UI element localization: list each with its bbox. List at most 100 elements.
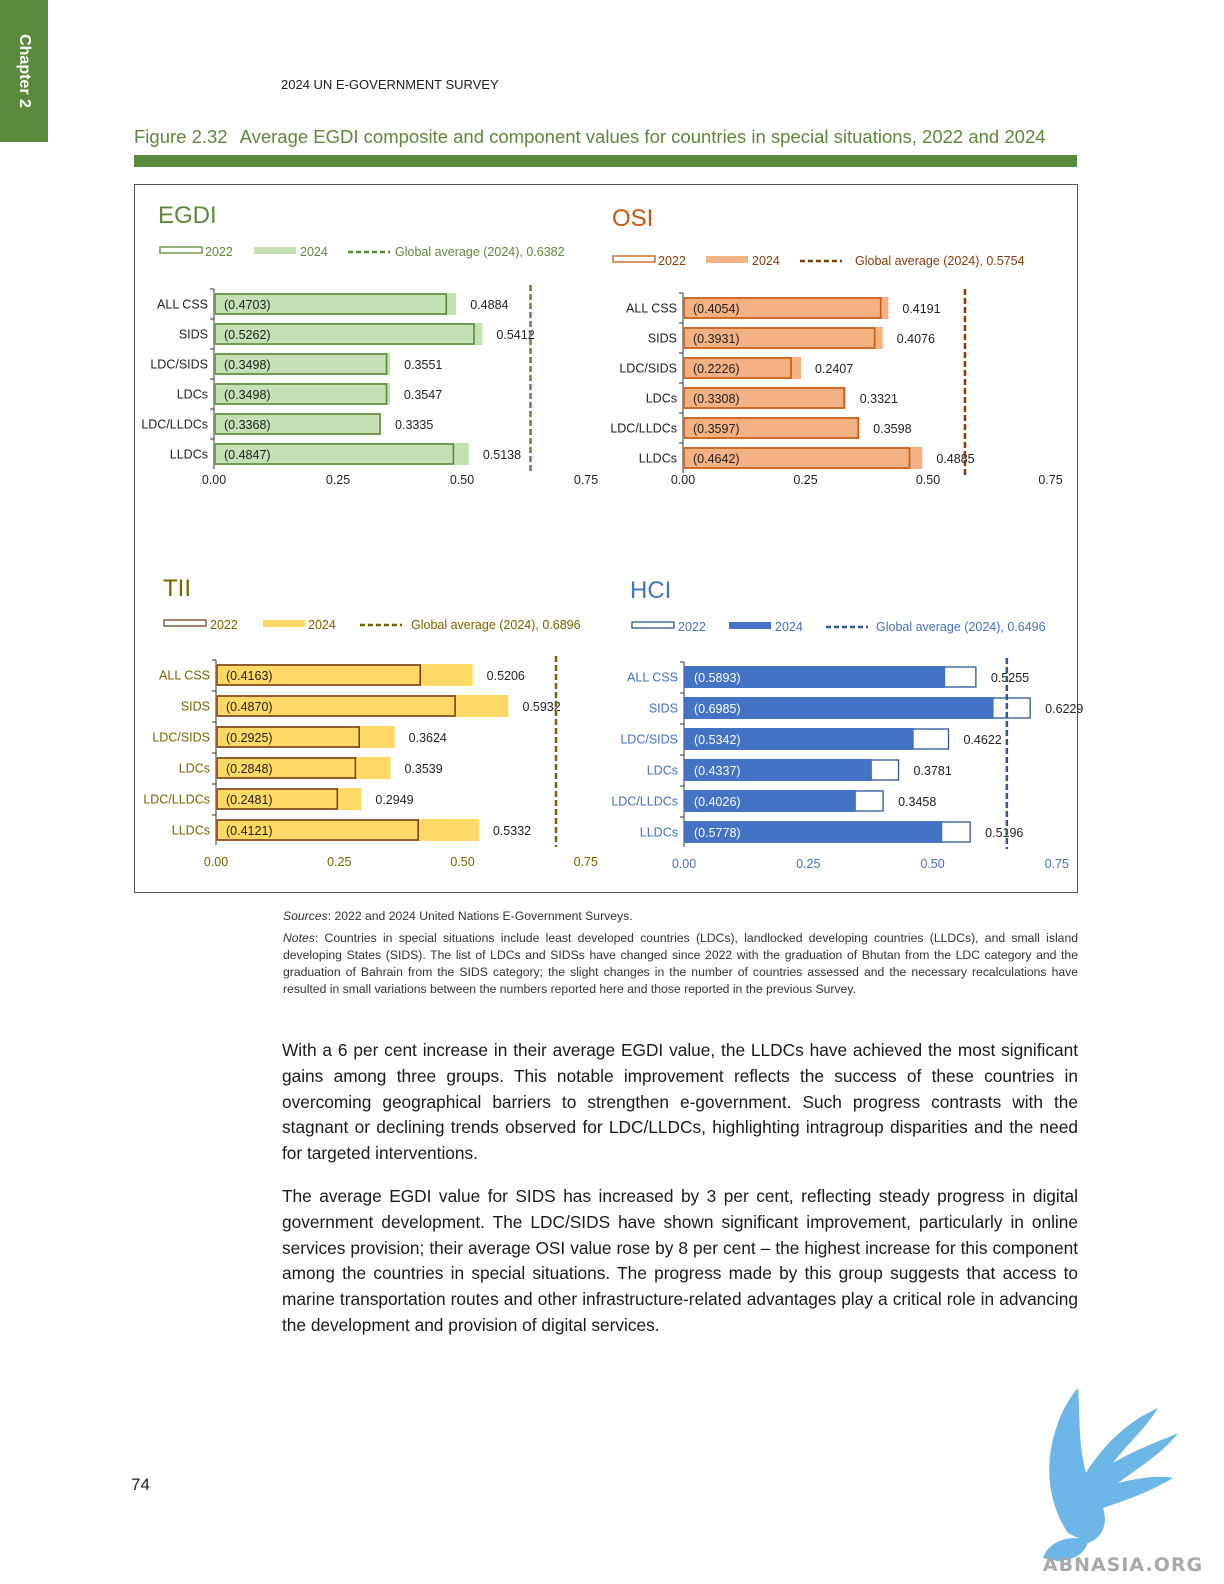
legend-label-2022: 2022 (678, 620, 706, 634)
data-label-2024: 0.5196 (985, 826, 1023, 840)
chart-legend: 2022 2024 Global average (2024), 0.6382 (159, 245, 565, 259)
data-label-2024: 0.5138 (483, 448, 521, 462)
bar-2022 (683, 447, 911, 469)
x-tick-label: 0.25 (793, 473, 817, 487)
legend-swatch-2022 (163, 619, 207, 627)
category-label: LDC/SIDS (620, 733, 678, 747)
figure-title-text: Average EGDI composite and component val… (239, 126, 1046, 147)
bar-2022 (214, 413, 381, 435)
bar-2022 (216, 726, 361, 748)
category-label: SIDS (181, 700, 210, 714)
x-tick-label: 0.00 (672, 857, 696, 871)
notes-text: : Countries in special situations includ… (283, 931, 1078, 996)
x-tick-label: 0.75 (1038, 473, 1062, 487)
legend-swatch-2022 (612, 255, 656, 263)
data-label-2022: (0.4337) (694, 764, 741, 778)
data-label-2024: 0.4191 (902, 302, 940, 316)
x-tick-label: 0.00 (671, 473, 695, 487)
bar-2024 (214, 413, 380, 435)
data-label-2022: (0.2481) (226, 793, 273, 807)
chart-egdi: EGDI 2022 2024 Global average (2024), 0.638… (141, 202, 598, 487)
data-label-2024: 0.3781 (914, 764, 952, 778)
category-label: SIDS (648, 332, 677, 346)
bar-2022 (216, 819, 419, 841)
x-tick-label: 0.50 (916, 473, 940, 487)
data-label-2022: (0.3368) (224, 418, 271, 432)
legend-swatch-2022 (159, 246, 203, 254)
data-label-2022: (0.4847) (224, 448, 271, 462)
chart-title: HCI (630, 577, 671, 604)
data-label-2024: 0.3551 (404, 358, 442, 372)
bar-2024 (216, 788, 362, 810)
category-label: LDC/SIDS (619, 362, 677, 376)
bar-2024 (214, 293, 457, 315)
x-tick-label: 0.25 (796, 857, 820, 871)
category-label: LLDCs (640, 826, 678, 840)
bar-2022 (214, 383, 388, 405)
data-label-2022: (0.2925) (226, 731, 273, 745)
legend-label-2024: 2024 (752, 254, 780, 268)
bar-2022 (216, 788, 339, 810)
data-label-2022: (0.4163) (226, 669, 273, 683)
category-label: LDCs (179, 762, 210, 776)
data-label-2022: (0.4703) (224, 298, 271, 312)
category-label: ALL CSS (627, 671, 678, 685)
bar-2024 (216, 695, 509, 717)
notes-label: Notes (283, 931, 315, 945)
category-label: ALL CSS (157, 298, 208, 312)
chart-legend: 2022 2024 Global average (2024), 0.5754 (612, 254, 1025, 268)
data-label-2024: 0.5932 (522, 700, 560, 714)
category-label: LDCs (646, 392, 677, 406)
bar-2024 (684, 697, 994, 719)
chapter-tab: Chapter 2 (0, 0, 48, 142)
bar-2024 (684, 666, 946, 688)
data-label-2022: (0.3498) (224, 358, 271, 372)
data-label-2024: 0.3335 (395, 418, 433, 432)
body-paragraph-2: The average EGDI value for SIDS has incr… (282, 1185, 1078, 1335)
legend-label-2022: 2022 (210, 618, 238, 632)
bar-2024 (683, 447, 923, 469)
bar-2024 (216, 757, 391, 779)
data-label-2024: 0.2949 (375, 793, 413, 807)
chart-osi: OSI 2022 2024 Global average (2024), 0.5754… (610, 205, 1062, 487)
x-tick-label: 0.50 (450, 855, 474, 869)
notes-note: Notes: Countries in special situations i… (283, 930, 1078, 998)
chart-title: OSI (612, 205, 653, 232)
bar-2024 (216, 726, 395, 748)
data-label-2024: 0.5412 (496, 328, 534, 342)
legend-label-2024: 2024 (300, 245, 328, 259)
bar-2022 (214, 353, 388, 375)
bar-2022 (216, 664, 422, 686)
data-label-2024: 0.5206 (487, 669, 525, 683)
legend-swatch-2024 (729, 622, 771, 629)
x-tick-label: 0.75 (574, 473, 598, 487)
figure-charts: EGDI 2022 2024 Global average (2024), 0.638… (141, 202, 1083, 871)
bar-2022 (214, 293, 448, 315)
x-tick-label: 0.25 (326, 473, 350, 487)
data-label-2024: 0.4076 (897, 332, 935, 346)
category-label: SIDS (649, 702, 678, 716)
category-label: LLDCs (639, 452, 677, 466)
bar-2024 (684, 728, 914, 750)
legend-swatch-2024 (706, 256, 748, 263)
category-label: LDCs (647, 764, 678, 778)
data-label-2022: (0.3308) (693, 392, 740, 406)
x-tick-label: 0.75 (1045, 857, 1069, 871)
category-label: LDC/LLDCs (141, 418, 208, 432)
figure-notes: Sources: 2022 and 2024 United Nations E-… (283, 908, 1078, 1003)
bar-2022 (683, 357, 792, 379)
bar-2024 (684, 790, 856, 812)
data-label-2024: 0.3624 (409, 731, 447, 745)
legend-label-global-average: Global average (2024), 0.5754 (855, 254, 1025, 268)
legend-swatch-2024 (254, 247, 296, 254)
legend-label-global-average: Global average (2024), 0.6896 (411, 618, 581, 632)
bar-2024 (214, 383, 390, 405)
bar-2022 (683, 387, 845, 409)
legend-label-global-average: Global average (2024), 0.6382 (395, 245, 565, 259)
sources-text: : 2022 and 2024 United Nations E-Governm… (327, 909, 633, 923)
data-label-2024: 0.2407 (815, 362, 853, 376)
bar-2022 (683, 327, 876, 349)
bar-2022 (214, 443, 455, 465)
bar-2024 (214, 443, 469, 465)
data-label-2022: (0.3931) (693, 332, 740, 346)
